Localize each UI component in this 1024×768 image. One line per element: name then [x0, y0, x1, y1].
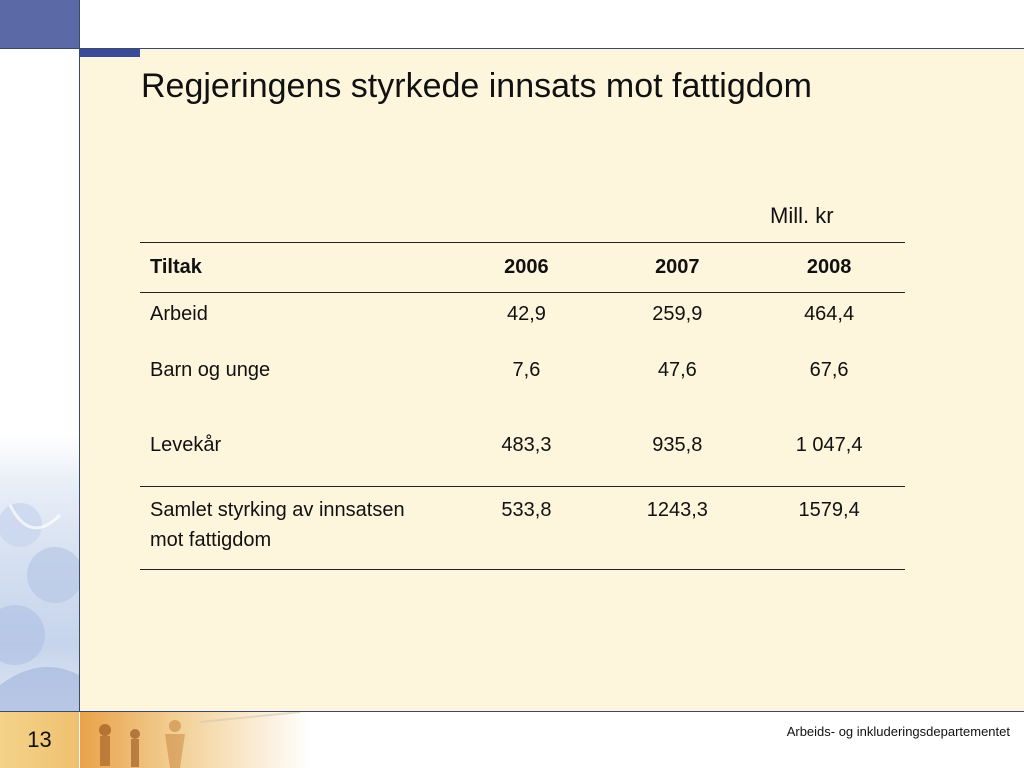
top-divider: [0, 48, 1024, 49]
total-2008: 1579,4: [798, 499, 860, 521]
unit-label: Mill. kr: [770, 203, 834, 228]
cell-2006: 7,6: [512, 359, 541, 381]
cell-2006: 42,9: [506, 303, 546, 325]
total-2006: 533,8: [501, 499, 552, 521]
cell-2007: 259,9: [652, 303, 703, 325]
page-number-background: [0, 712, 79, 768]
row-label: Arbeid: [150, 303, 208, 325]
cell-2006: 483,3: [501, 434, 552, 456]
column-header-2006: 2006: [504, 256, 549, 278]
poverty-budget-table: Tiltak 2006 2007 2008 Arbeid 42,9 259,9 …: [140, 242, 905, 570]
cell-2008: 67,6: [809, 359, 849, 381]
vertical-divider: [79, 0, 80, 768]
left-decorative-image: [0, 485, 79, 711]
content-background: [80, 49, 1024, 711]
table-header-row: Tiltak 2006 2007 2008: [140, 242, 905, 293]
total-2007: 1243,3: [646, 499, 708, 521]
bottom-divider: [0, 711, 1024, 712]
column-header-tiltak: Tiltak: [150, 256, 202, 278]
cell-2007: 47,6: [657, 359, 697, 381]
cell-2008: 1 047,4: [795, 434, 863, 456]
cell-2007: 935,8: [652, 434, 703, 456]
column-header-2007: 2007: [655, 256, 700, 278]
table-total-row: Samlet styrking av innsatsen mot fattigd…: [140, 486, 905, 570]
page-number: 13: [27, 727, 52, 752]
cell-2008: 464,4: [804, 303, 855, 325]
slide-title: Regjeringens styrkede innsats mot fattig…: [141, 67, 812, 105]
footer-decorative-image: [80, 712, 310, 768]
table-row: Levekår 483,3 935,8 1 047,4: [140, 434, 905, 487]
title-accent-bar: [80, 49, 140, 57]
total-label: Samlet styrking av innsatsen mot fattigd…: [150, 499, 405, 551]
table-row: Barn og unge 7,6 47,6 67,6: [140, 359, 905, 434]
column-header-2008: 2008: [806, 256, 852, 278]
row-label: Barn og unge: [150, 359, 271, 381]
corner-square: [0, 0, 79, 48]
row-label: Levekår: [150, 434, 222, 456]
ministry-name: Arbeids- og inkluderingsdepartementet: [786, 724, 1010, 739]
table-row: Arbeid 42,9 259,9 464,4: [140, 293, 905, 360]
